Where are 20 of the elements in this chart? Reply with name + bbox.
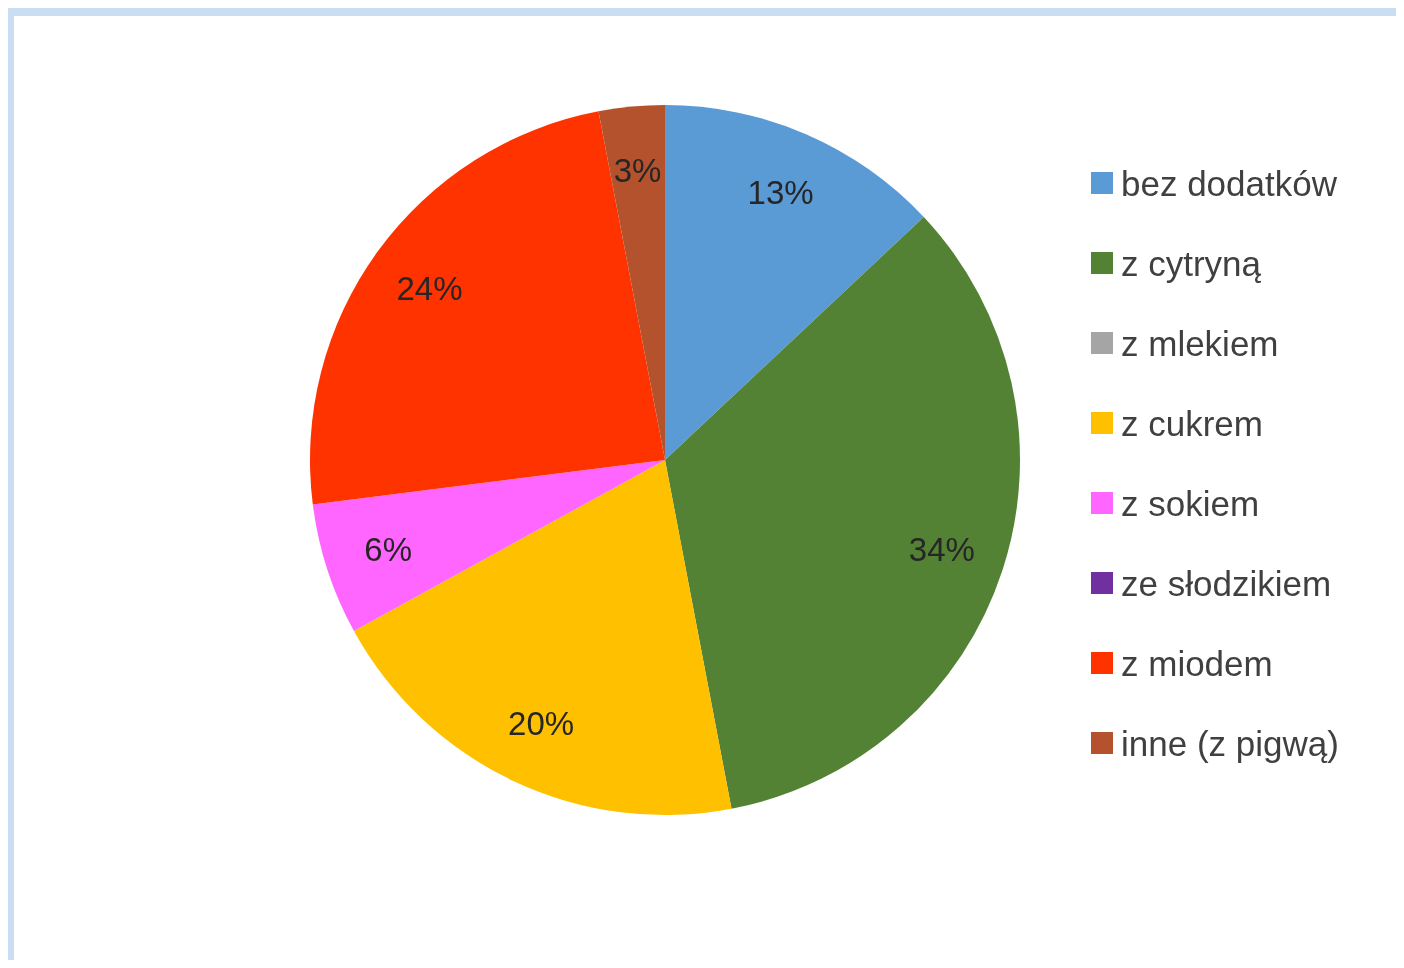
legend-label: inne (z pigwą) [1121,723,1339,763]
legend-label: bez dodatków [1121,163,1338,203]
data-label: 13% [747,174,814,212]
legend-label: z cytryną [1121,243,1262,283]
pie-slice [598,105,665,460]
pie-slice [312,460,665,632]
data-label: 34% [908,531,975,569]
legend-label: z miodem [1121,643,1273,683]
legend-label: z sokiem [1121,483,1260,523]
pie-slice [353,460,732,815]
legend-label: z mlekiem [1121,323,1279,363]
pie-slice [665,105,924,460]
data-label: 3% [613,151,662,189]
legend-label: z cukrem [1121,403,1263,443]
data-label: 20% [508,704,575,742]
data-label: 24% [396,270,463,308]
pie-slice [665,216,1020,809]
pie-slice [310,111,665,505]
legend-label: ze słodzikiem [1121,563,1332,603]
data-label: 6% [364,531,412,569]
